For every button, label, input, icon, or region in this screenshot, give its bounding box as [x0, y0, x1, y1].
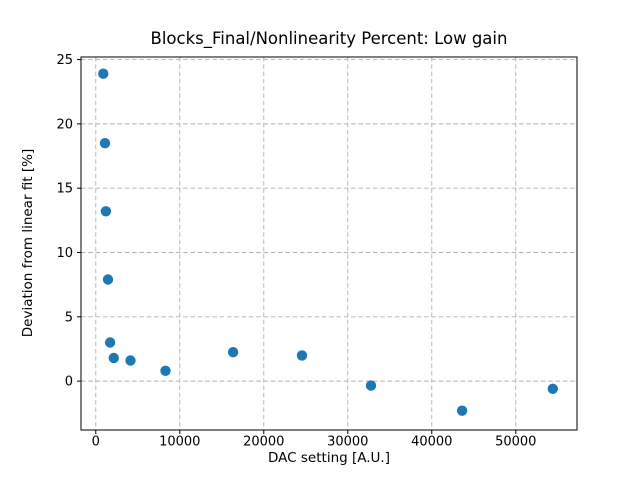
x-tick-label: 50000: [495, 435, 536, 450]
y-tick-label: 5: [65, 310, 73, 325]
scatter-point: [456, 405, 468, 416]
axes-spines: [80, 56, 578, 431]
scatter-point: [99, 138, 111, 149]
scatter-point: [104, 337, 116, 348]
scatter-point: [108, 352, 120, 364]
y-tick-label: 25: [56, 53, 73, 68]
scatter-point: [100, 206, 112, 217]
x-tick-label: 40000: [411, 435, 452, 450]
scatter-point: [160, 365, 171, 376]
x-axis-label: DAC setting [A.U.]: [268, 450, 390, 466]
scatter-point: [296, 350, 308, 361]
x-tick-label: 30000: [327, 435, 368, 450]
x-tick-label: 20000: [243, 435, 284, 450]
scatter-point: [547, 383, 558, 394]
scatter-point: [125, 355, 136, 366]
scatter-point: [98, 68, 109, 79]
x-tick-label: 10000: [159, 435, 200, 450]
scatter-point: [227, 347, 239, 358]
scatter-point: [102, 274, 114, 285]
y-tick-label: 15: [56, 182, 73, 197]
y-axis-label: Deviation from linear fit [%]: [20, 148, 36, 338]
chart-title: Blocks_Final/Nonlinearity Percent: Low g…: [150, 29, 508, 48]
y-tick-label: 10: [56, 246, 73, 261]
y-tick-label: 20: [56, 117, 73, 132]
scatter-point: [365, 380, 377, 391]
y-tick-label: 0: [65, 375, 73, 390]
x-tick-label: 0: [92, 435, 100, 450]
